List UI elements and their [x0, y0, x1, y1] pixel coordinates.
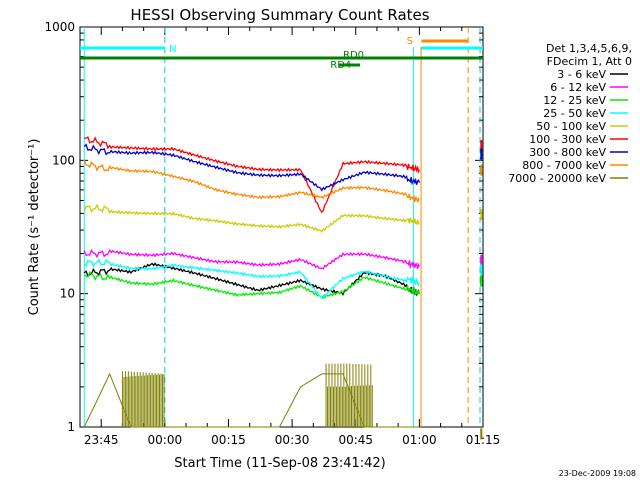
series-group [83, 136, 483, 440]
annotation-s: S [407, 36, 413, 47]
y-tick-label: 100 [52, 153, 75, 167]
x-tick-label: 00:15 [211, 433, 246, 447]
footer-timestamp: 23-Dec-2009 19:08 [559, 469, 636, 478]
legend-label: 100 - 300 keV [529, 133, 606, 146]
y-axis-label: Count Rate (s⁻¹ detector⁻¹) [27, 139, 42, 316]
legend-label: 25 - 50 keV [543, 107, 606, 120]
legend-label: 3 - 6 keV [557, 68, 606, 81]
series-100-300-kev-line [84, 136, 420, 214]
legend-header: FDecim 1, Att 0 [547, 55, 632, 68]
annotation-rd0: RD0 [343, 50, 364, 61]
legend: Det 1,3,4,5,6,9,FDecim 1, Att 03 - 6 keV… [508, 42, 632, 185]
x-tick-label: 23:45 [84, 433, 119, 447]
series-800-7000-kev-line [83, 159, 420, 203]
series-50-100-kev-line [83, 203, 420, 234]
x-tick-label: 00:30 [275, 433, 310, 447]
x-tick-label: 01:00 [402, 433, 437, 447]
annotation-rd4: RD4 [330, 60, 351, 71]
legend-label: 12 - 25 keV [543, 94, 606, 107]
series-300-800-kev-line [83, 143, 421, 192]
chart-title: HESSI Observing Summary Count Rates [130, 6, 429, 24]
series-3-6-kev-line [83, 262, 421, 297]
y-tick-label: 1000 [44, 20, 75, 34]
x-tick-label: 01:15 [466, 433, 501, 447]
x-axis-label: Start Time (11-Sep-08 23:41:42) [174, 456, 385, 471]
status-overlays [80, 27, 483, 427]
legend-label: 6 - 12 keV [550, 81, 606, 94]
y-tick-label: 10 [60, 287, 75, 301]
series-25-50-kev-line [83, 258, 420, 300]
legend-header: Det 1,3,4,5,6,9, [546, 42, 632, 55]
legend-label: 7000 - 20000 keV [508, 172, 606, 185]
x-axis: 23:45 00:00 00:15 00:30 00:45 01:00 01:15 [84, 27, 500, 447]
legend-label: 50 - 100 keV [536, 120, 606, 133]
x-tick-label: 00:45 [338, 433, 373, 447]
legend-label: 800 - 7000 keV [522, 159, 606, 172]
y-tick-label: 1 [67, 420, 75, 434]
plot-frame [79, 26, 484, 428]
x-tick-label: 00:00 [148, 433, 183, 447]
series-12-25-kev-line [84, 271, 421, 300]
legend-label: 300 - 800 keV [529, 146, 606, 159]
series-6-12-kev-line [83, 248, 420, 270]
y-axis: 1 10 100 1000 [44, 20, 483, 434]
annotation-n: N [169, 44, 176, 55]
